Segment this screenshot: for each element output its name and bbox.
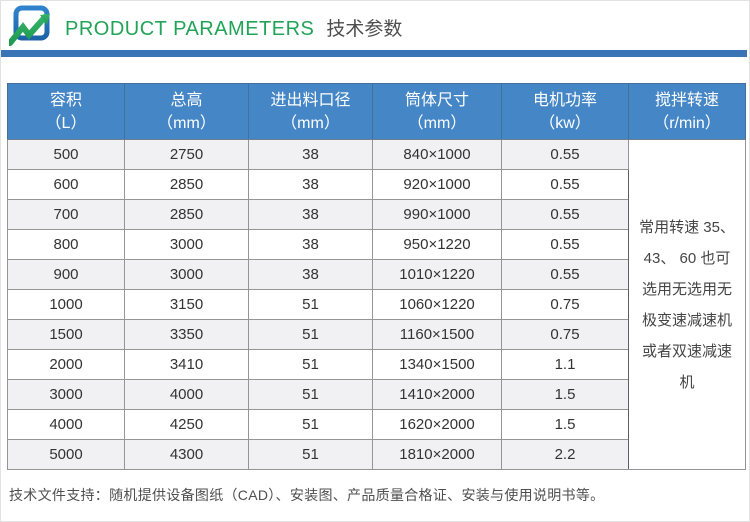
table-cell: 2850 [124, 199, 249, 230]
table-cell: 920×1000 [372, 169, 502, 200]
table-cell: 700 [7, 199, 125, 230]
table-cell: 800 [7, 229, 125, 260]
col-title: 进出料口径 [270, 91, 351, 109]
table-cell: 1620×2000 [372, 409, 502, 440]
table-cell: 51 [248, 439, 373, 470]
table-cell: 2000 [7, 349, 125, 380]
table-cell: 0.75 [501, 319, 629, 350]
table-cell: 1000 [7, 289, 125, 320]
col-title: 容积 [49, 91, 82, 109]
section-title-en: PRODUCT PARAMETERS [65, 18, 315, 40]
table-cell: 0.55 [501, 139, 629, 170]
table-row: 500 2750 38 840×1000 0.55 常用转速 35、 43、 60 也可 … [7, 139, 746, 470]
table-cell: 500 [7, 139, 125, 170]
table-cell: 4000 [124, 379, 249, 410]
col-header-total-height: 总高 （mm） [124, 83, 249, 140]
col-header-capacity: 容积 （L） [7, 83, 125, 140]
brand-logo-icon [9, 5, 50, 46]
table-cell: 51 [248, 409, 373, 440]
table-row: 3000 4000 51 1410×2000 1.5 [7, 379, 746, 410]
table-cell: 38 [248, 199, 373, 230]
table-row: 900 3000 38 1010×1220 0.55 [7, 259, 746, 290]
table-cell: 38 [248, 229, 373, 260]
table-cell: 2750 [124, 139, 249, 170]
section-header: PRODUCT PARAMETERS 技术参数 [1, 1, 749, 50]
table-cell: 1500 [7, 319, 125, 350]
table-cell: 3150 [124, 289, 249, 320]
table-cell: 840×1000 [372, 139, 502, 170]
table-row: 1500 3350 51 1160×1500 0.75 [7, 319, 746, 350]
stirring-speed-note-cell: 常用转速 35、 43、 60 也可 选用无选用无 极变速减速机 或者双速减速 … [628, 139, 746, 470]
table-cell: 1810×2000 [372, 439, 502, 470]
table-cell: 3000 [7, 379, 125, 410]
tech-support-note: 技术文件支持：随机提供设备图纸（CAD）、安装图、产品质量合格证、安装与使用说明… [9, 487, 605, 503]
table-body: 500 2750 38 840×1000 0.55 常用转速 35、 43、 60 也可 … [7, 139, 746, 470]
table-row: 800 3000 38 950×1220 0.55 [7, 229, 746, 260]
table-header: 容积 （L） 总高 （mm） 进出料口径 （mm） 筒体尺寸 （mm） [7, 83, 746, 140]
table-cell: 1.1 [501, 349, 629, 380]
table-cell: 4300 [124, 439, 249, 470]
col-title: 筒体尺寸 [404, 91, 469, 109]
col-unit: （r/min） [653, 114, 721, 132]
col-unit: （mm） [281, 114, 340, 132]
table-cell: 2850 [124, 169, 249, 200]
table-cell: 5000 [7, 439, 125, 470]
table-cell: 3000 [124, 259, 249, 290]
col-unit: （kw） [539, 114, 591, 132]
table-row: 4000 4250 51 1620×2000 1.5 [7, 409, 746, 440]
table-cell: 0.55 [501, 169, 629, 200]
col-title: 电机功率 [532, 91, 597, 109]
table-cell: 3410 [124, 349, 249, 380]
table-row: 600 2850 38 920×1000 0.55 [7, 169, 746, 200]
table-cell: 950×1220 [372, 229, 502, 260]
table-cell: 38 [248, 259, 373, 290]
table-cell: 51 [248, 349, 373, 380]
col-title: 搅拌转速 [654, 91, 719, 109]
section-title-zh: 技术参数 [326, 19, 403, 40]
section-title: PRODUCT PARAMETERS 技术参数 [65, 14, 402, 41]
table-cell: 600 [7, 169, 125, 200]
table-cell: 1060×1220 [372, 289, 502, 320]
table-row: 5000 4300 51 1810×2000 2.2 [7, 439, 746, 470]
table-cell: 1.5 [501, 409, 629, 440]
table-cell: 38 [248, 169, 373, 200]
table-cell: 2.2 [501, 439, 629, 470]
table-cell: 3350 [124, 319, 249, 350]
col-unit: （mm） [157, 114, 216, 132]
parameters-table-wrap: 容积 （L） 总高 （mm） 进出料口径 （mm） 筒体尺寸 （mm） [7, 83, 746, 470]
parameters-table: 容积 （L） 总高 （mm） 进出料口径 （mm） 筒体尺寸 （mm） [7, 83, 746, 470]
table-cell: 51 [248, 319, 373, 350]
table-cell: 0.55 [501, 259, 629, 290]
table-row: 700 2850 38 990×1000 0.55 [7, 199, 746, 230]
table-cell: 0.55 [501, 199, 629, 230]
col-header-cylinder-size: 筒体尺寸 （mm） [372, 83, 502, 140]
table-row: 2000 3410 51 1340×1500 1.1 [7, 349, 746, 380]
col-title: 总高 [170, 91, 203, 109]
table-row: 1000 3150 51 1060×1220 0.75 [7, 289, 746, 320]
col-unit: （mm） [407, 114, 467, 132]
table-cell: 0.55 [501, 229, 629, 260]
col-header-stirring-speed: 搅拌转速 （r/min） [628, 83, 746, 140]
table-cell: 51 [248, 289, 373, 320]
table-cell: 1.5 [501, 379, 629, 410]
table-cell: 51 [248, 379, 373, 410]
table-cell: 0.75 [501, 289, 629, 320]
table-cell: 3000 [124, 229, 249, 260]
table-cell: 1160×1500 [372, 319, 502, 350]
table-cell: 1410×2000 [372, 379, 502, 410]
col-header-motor-power: 电机功率 （kw） [501, 83, 629, 140]
table-cell: 900 [7, 259, 125, 290]
blue-divider-bar [1, 50, 747, 57]
col-unit: （L） [45, 114, 87, 132]
col-header-inlet-outlet-diameter: 进出料口径 （mm） [248, 83, 373, 140]
table-cell: 38 [248, 139, 373, 170]
table-cell: 4250 [124, 409, 249, 440]
table-cell: 990×1000 [372, 199, 502, 230]
table-cell: 1340×1500 [372, 349, 502, 380]
table-cell: 4000 [7, 409, 125, 440]
table-cell: 1010×1220 [372, 259, 502, 290]
